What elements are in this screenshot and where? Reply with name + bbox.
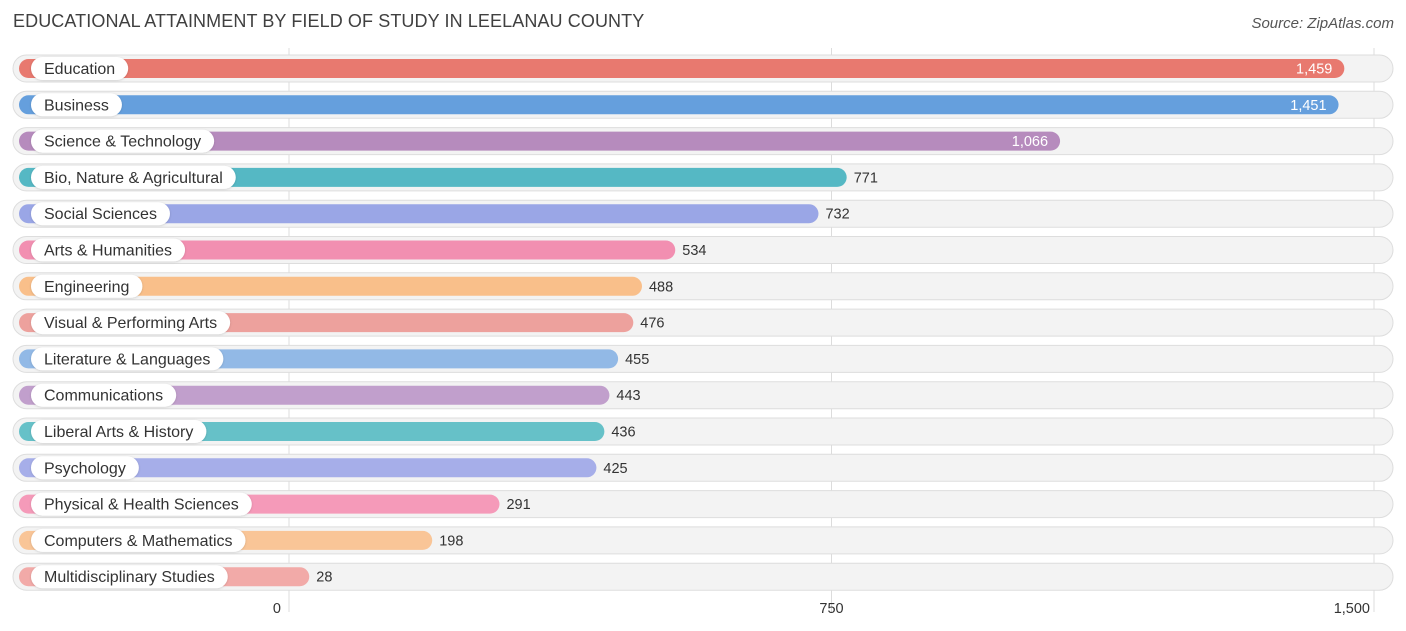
bar-rows: Education 1,459 Business 1,451 Science & Tec… [12, 54, 1394, 591]
category-label: Engineering [44, 279, 129, 296]
value-label: 425 [603, 461, 627, 477]
value-label: 436 [611, 425, 635, 441]
value-label: 1,459 [1296, 62, 1332, 78]
value-label: 28 [316, 570, 332, 586]
category-label-pill [31, 492, 252, 516]
bar-row: Social Sciences 732 [12, 199, 1394, 228]
category-label-pill [31, 383, 177, 407]
bar-row: Visual & Performing Arts 476 [12, 308, 1394, 337]
x-tick-label: 1,500 [1334, 601, 1370, 617]
category-label: Business [44, 97, 109, 114]
bar-row: Education 1,459 [12, 54, 1394, 83]
x-tick-label: 0 [273, 601, 281, 617]
chart-title: EDUCATIONAL ATTAINMENT BY FIELD OF STUDY… [13, 11, 645, 31]
value-label: 1,066 [1012, 134, 1048, 150]
bar-row: Multidisciplinary Studies 28 [12, 562, 1394, 591]
category-label: Physical & Health Sciences [44, 497, 239, 514]
category-label: Bio, Nature & Agricultural [44, 170, 223, 187]
category-label: Literature & Languages [44, 351, 210, 368]
value-label: 488 [649, 279, 673, 295]
category-label: Multidisciplinary Studies [44, 569, 215, 586]
category-label: Liberal Arts & History [44, 424, 193, 441]
value-label: 732 [825, 207, 849, 223]
bar-row: Physical & Health Sciences 291 [12, 490, 1394, 519]
category-label-pill [31, 456, 139, 480]
bar-row: Arts & Humanities 534 [12, 236, 1394, 264]
category-label-pill [31, 528, 246, 552]
category-label: Psychology [44, 460, 126, 477]
value-label: 291 [506, 497, 530, 513]
bar [19, 131, 1061, 151]
category-label-pill [31, 311, 231, 335]
category-label-pill [31, 238, 186, 262]
bar-row: Computers & Mathematics 198 [12, 526, 1394, 555]
category-label-pill [31, 165, 236, 189]
bar-row: Literature & Languages 455 [12, 344, 1394, 373]
bar-row: Science & Technology 1,066 [12, 127, 1394, 156]
bar [19, 276, 642, 296]
bar [19, 59, 1345, 78]
category-label: Education [44, 61, 115, 78]
category-label: Science & Technology [44, 134, 201, 151]
x-axis: 0 750 1,500 [273, 601, 1370, 617]
category-label-pill [31, 93, 122, 117]
category-label-pill [31, 129, 215, 153]
bar [19, 204, 819, 224]
bar-row: Psychology 425 [12, 453, 1394, 482]
bar-row: Business 1,451 [12, 90, 1394, 119]
category-label-pill [31, 565, 228, 589]
bar-row: Liberal Arts & History 436 [12, 417, 1394, 446]
bar [19, 458, 597, 478]
bar-row: Engineering 488 [12, 272, 1394, 301]
value-label: 198 [439, 533, 463, 549]
category-label-pill [31, 202, 170, 226]
value-label: 455 [625, 352, 649, 368]
bar-row: Bio, Nature & Agricultural 771 [12, 163, 1394, 192]
bar [19, 95, 1339, 115]
value-label: 443 [616, 388, 640, 404]
category-label: Communications [44, 388, 163, 405]
category-label-pill [31, 57, 129, 80]
x-tick-label: 750 [819, 601, 843, 617]
bar-row: Communications 443 [12, 381, 1394, 410]
bar-track [12, 562, 1394, 591]
category-label: Computers & Mathematics [44, 533, 233, 550]
value-label: 476 [640, 316, 664, 332]
category-label: Visual & Performing Arts [44, 315, 217, 332]
value-label: 771 [854, 170, 878, 186]
value-label: 534 [682, 243, 706, 259]
category-label-pill [31, 420, 207, 443]
category-label-pill [31, 347, 224, 371]
category-label: Arts & Humanities [44, 243, 172, 260]
chart-source: Source: ZipAtlas.com [1251, 15, 1394, 32]
value-label: 1,451 [1290, 98, 1326, 114]
category-label: Social Sciences [44, 206, 157, 223]
category-label-pill [31, 274, 143, 298]
